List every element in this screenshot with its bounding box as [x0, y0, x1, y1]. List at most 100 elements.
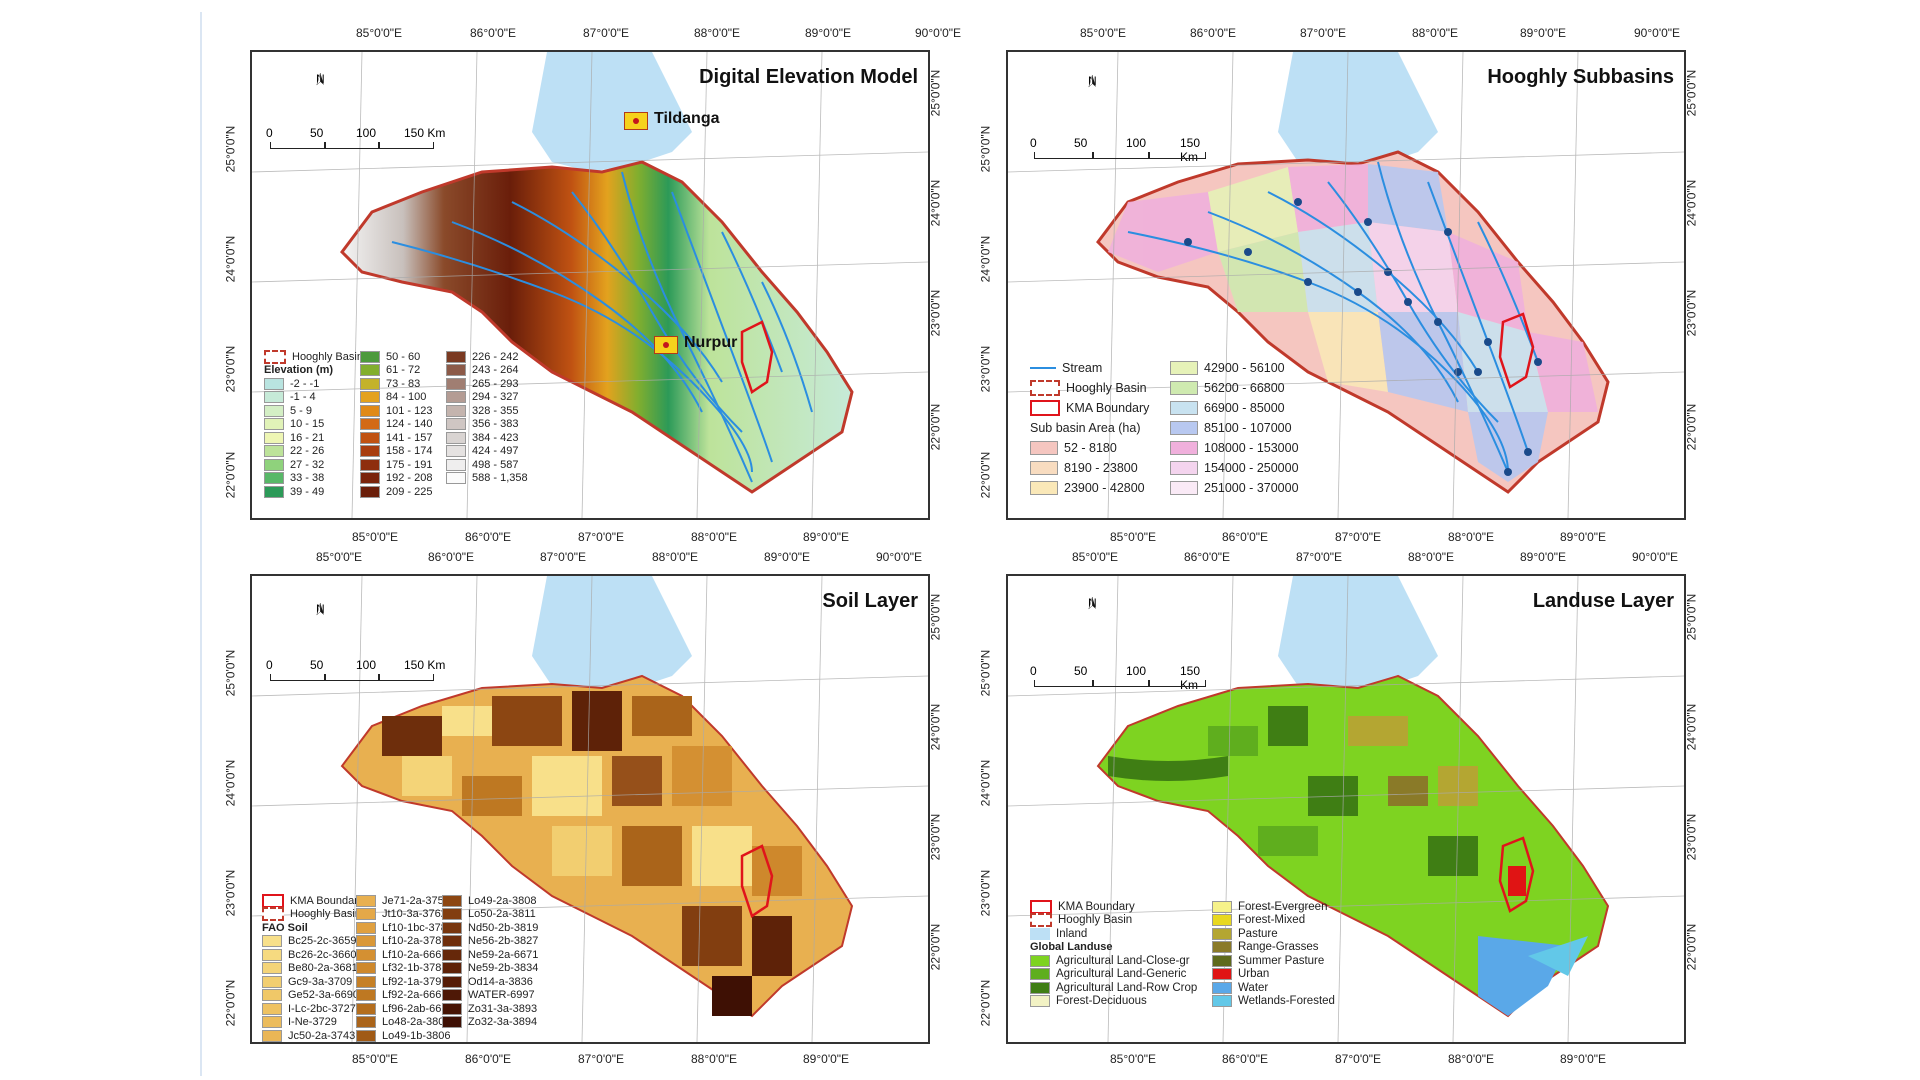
legend-swatch	[442, 1016, 462, 1029]
legend-swatch	[360, 391, 380, 404]
legend-inland: Inland	[1030, 927, 1197, 941]
legend-class-label: Ne56-2b-3827	[468, 935, 539, 948]
legend-swatch	[262, 1016, 282, 1029]
lon-tick: 85°0'0"E	[1080, 26, 1127, 40]
legend-class-item: Agricultural Land-Close-gr	[1030, 954, 1197, 968]
legend-class-item: 85100 - 107000	[1170, 418, 1299, 438]
legend-swatch	[446, 377, 466, 390]
lat-tick: 23°0'0"N	[223, 869, 238, 917]
legend-class-item: 27 - 32	[264, 458, 363, 472]
lat-tick: 25°0'0"N	[978, 125, 993, 173]
legend-class-item: Wetlands-Forested	[1212, 995, 1335, 1009]
scale-label: 150 Km	[404, 126, 446, 140]
scale-label: 100	[1126, 136, 1147, 150]
lon-tick: 85°0'0"E	[1110, 1052, 1157, 1066]
legend-swatch	[356, 975, 376, 988]
lon-tick: 86°0'0"E	[1190, 26, 1237, 40]
legend-class-label: Lo50-2a-3811	[468, 908, 536, 921]
legend-class-label: Forest-Deciduous	[1056, 995, 1147, 1008]
legend-kma: KMA Boundary	[262, 893, 363, 908]
soil-patches	[382, 691, 802, 1016]
legend-class-label: Lf10-2a-6665	[382, 948, 448, 961]
legend-class-item: 52 - 8180	[1030, 438, 1149, 458]
lat-tick: 23°0'0"N	[1684, 813, 1699, 861]
legend-class-item: Lf10-2a-6665	[356, 948, 454, 962]
legend-swatch	[356, 1043, 376, 1044]
legend-class-item: 33 - 38	[264, 472, 363, 486]
legend-swatch	[360, 485, 380, 498]
map-frame-landuse: Landuse Layer N 0 50 100 150 Km KMA Boun…	[1006, 574, 1686, 1044]
legend-class-item: 141 - 157	[360, 431, 432, 445]
legend-class-label: Summer Pasture	[1238, 954, 1325, 967]
north-arrow: N	[1088, 74, 1097, 88]
legend-class-item: 265 - 293	[446, 377, 528, 391]
legend-swatch	[264, 377, 284, 390]
legend-class-label: 384 - 423	[472, 431, 519, 444]
legend-class-item: Lf10-1bc-3785	[356, 921, 454, 935]
lon-tick: 87°0'0"E	[540, 550, 587, 564]
legend-swatch	[1212, 914, 1232, 927]
legend-basin: Hooghly Basin	[264, 349, 363, 364]
legend-swatch	[356, 1002, 376, 1015]
legend-class-item: 498 - 587	[446, 458, 528, 472]
scale-label: 0	[1030, 664, 1037, 678]
lat-tick: 23°0'0"N	[928, 289, 943, 337]
legend-class-label: Water	[1238, 981, 1269, 994]
lon-tick: 87°0'0"E	[583, 26, 630, 40]
legend-swatch	[446, 364, 466, 377]
legend-class-label: -2 - -1	[290, 377, 320, 390]
legend-class-label: 356 - 383	[472, 418, 519, 431]
lon-tick: 88°0'0"E	[1448, 530, 1495, 544]
legend-swatch	[264, 472, 284, 485]
soil-map	[252, 576, 928, 1042]
legend-class-label: Gc9-3a-3709	[288, 975, 353, 988]
lon-tick: 88°0'0"E	[691, 530, 738, 544]
legend-class-label: 39 - 49	[290, 485, 325, 498]
lon-tick: 86°0'0"E	[1222, 1052, 1269, 1066]
legend-class-item: 101 - 123	[360, 404, 432, 418]
lat-tick: 24°0'0"N	[1684, 179, 1699, 227]
legend-class-label: Lf32-1b-3788	[382, 962, 448, 975]
legend-class-item: Lo50-2a-3811	[442, 908, 538, 922]
legend-swatch	[1030, 981, 1050, 994]
legend-kma: KMA Boundary	[1030, 899, 1197, 914]
lat-tick: 22°0'0"N	[928, 923, 943, 971]
legend-swatch	[1170, 421, 1198, 435]
legend-class-label: Lo49-1b-3807	[382, 1043, 451, 1044]
legend-class-label: Je71-2a-3758	[382, 894, 450, 907]
panel-title: Soil Layer	[822, 590, 918, 612]
lat-tick: 25°0'0"N	[1684, 593, 1699, 641]
legend-swatch	[1212, 900, 1232, 913]
legend-swatch	[262, 975, 282, 988]
legend-class-item: 66900 - 85000	[1170, 398, 1299, 418]
legend-class-item: Lo48-2a-3804	[356, 1016, 454, 1030]
legend-class-label: 27 - 32	[290, 458, 325, 471]
legend-class-label: 192 - 208	[386, 472, 433, 485]
lat-tick: 23°0'0"N	[978, 869, 993, 917]
kma-boundary	[1498, 836, 1535, 913]
lon-tick: 90°0'0"E	[1632, 550, 1679, 564]
legend-class-item: 84 - 100	[360, 391, 432, 405]
legend-class-label: 243 - 264	[472, 364, 519, 377]
legend-swatch	[1170, 441, 1198, 455]
legend-column: KMA Boundary Hooghly Basin Inland Global…	[1030, 899, 1197, 1008]
page-edge-line	[200, 12, 202, 1076]
legend-class-label: Bc26-2c-3660	[288, 948, 357, 961]
lat-tick: 25°0'0"N	[223, 125, 238, 173]
legend-class-item: 42900 - 56100	[1170, 358, 1299, 378]
legend-swatch	[446, 431, 466, 444]
legend-class-item: 294 - 327	[446, 391, 528, 405]
legend-class-label: 73 - 83	[386, 377, 421, 390]
legend-class-item: Od14-a-3836	[442, 975, 538, 989]
scale-label: 50	[310, 658, 324, 672]
legend-class-label: 124 - 140	[386, 418, 433, 431]
legend-swatch	[1212, 954, 1232, 967]
lat-tick: 25°0'0"N	[978, 649, 993, 697]
legend-swatch	[446, 472, 466, 485]
lon-tick: 86°0'0"E	[470, 26, 517, 40]
lat-tick: 22°0'0"N	[978, 979, 993, 1027]
legend-swatch	[1212, 941, 1232, 954]
legend-class-label: Be80-2a-3681	[288, 962, 358, 975]
lat-tick: 24°0'0"N	[928, 179, 943, 227]
legend-swatch	[262, 1029, 282, 1042]
